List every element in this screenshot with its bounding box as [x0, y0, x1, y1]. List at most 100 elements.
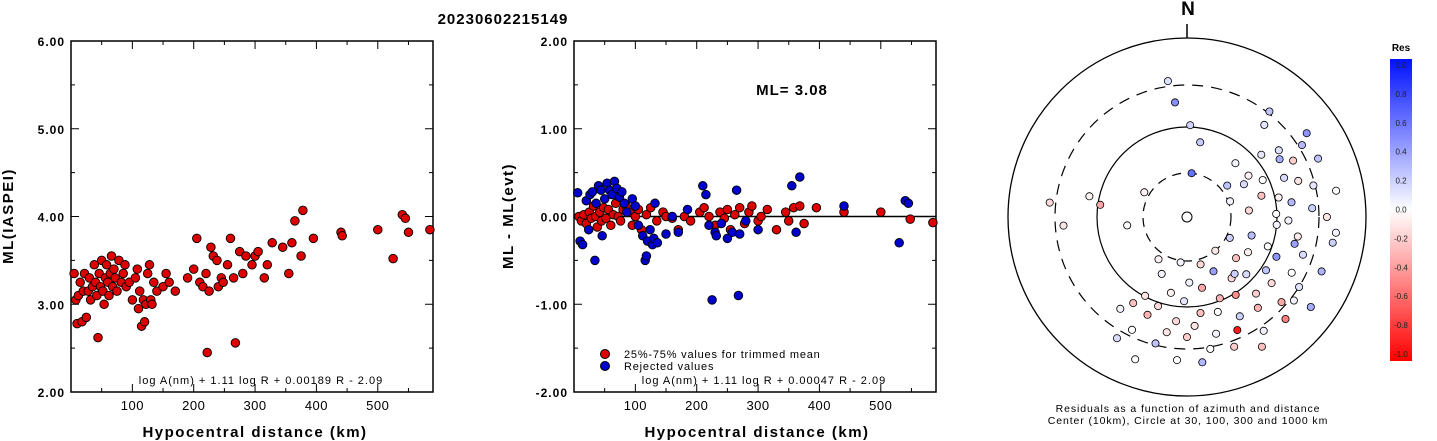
- accepted-residual-point: [762, 204, 773, 215]
- colorbar-tick-label: -0.2: [1394, 234, 1408, 243]
- station-residual-marker: [1180, 297, 1189, 306]
- ml-point: [147, 299, 157, 310]
- station-residual-marker: [1045, 198, 1054, 207]
- colorbar-tick-label: -1.0: [1394, 350, 1408, 359]
- station-residual-marker: [1267, 279, 1276, 288]
- rejected-residual-point: [596, 185, 606, 195]
- accepted-residual-point: [615, 216, 626, 226]
- rejected-residual-point: [661, 229, 671, 239]
- station-residual-marker: [1185, 278, 1194, 287]
- station-residual-marker: [1128, 325, 1137, 334]
- station-residual-marker: [1295, 282, 1304, 291]
- ml-point: [204, 286, 214, 296]
- ml-point: [104, 290, 114, 301]
- ml-point: [120, 260, 130, 270]
- rejected-residual-point: [650, 198, 660, 209]
- station-residual-marker: [1284, 216, 1293, 225]
- y-tick-label: 5.00: [38, 123, 65, 137]
- station-residual-marker: [1244, 171, 1253, 180]
- rejected-residual-point: [787, 181, 797, 191]
- station-residual-marker: [1163, 77, 1172, 86]
- station-residual-marker: [1262, 266, 1271, 275]
- accepted-residual-point: [699, 202, 709, 213]
- ring-1000km: [1007, 37, 1367, 397]
- station-residual-marker: [1186, 121, 1195, 130]
- station-residual-marker: [1212, 329, 1221, 338]
- colorbar-tick-label: 1.0: [1395, 61, 1407, 70]
- accepted-residual-point: [783, 216, 794, 226]
- ml-annotation: ML= 3.08: [756, 82, 828, 99]
- station-residual-marker: [1287, 268, 1296, 277]
- station-residual-marker: [1244, 206, 1253, 215]
- accepted-residual-point: [704, 211, 714, 222]
- colorbar-tick-label: 0.6: [1395, 119, 1407, 128]
- station-residual-marker: [1231, 290, 1240, 299]
- accepted-residual-point: [601, 213, 611, 224]
- station-residual-marker: [1233, 326, 1242, 335]
- station-residual-marker: [1059, 221, 1068, 230]
- x-tick-label: 100: [121, 398, 144, 413]
- station-residual-marker: [1113, 334, 1122, 343]
- station-residual-marker: [1265, 107, 1274, 116]
- ml-point: [133, 303, 144, 314]
- station-residual-marker: [1274, 193, 1283, 202]
- rejected-residual-point: [619, 198, 630, 209]
- ml-point: [127, 295, 138, 305]
- rejected-residual-point: [733, 290, 744, 301]
- colorbar-tick-label: -0.4: [1394, 263, 1408, 272]
- x-tick-label: 200: [182, 398, 205, 413]
- accepted-residual-point: [928, 217, 938, 228]
- rejected-residual-point: [617, 187, 627, 197]
- rejected-residual-point: [741, 216, 751, 226]
- station-residual-marker: [1213, 307, 1222, 316]
- rejected-residual-point: [839, 201, 849, 211]
- rejected-residual-point: [591, 198, 601, 209]
- ml-point: [130, 273, 141, 283]
- station-residual-marker: [1172, 317, 1181, 326]
- rejected-residual-point: [590, 255, 600, 266]
- station-residual-marker: [1196, 138, 1205, 147]
- station-residual-marker: [1253, 303, 1262, 312]
- legend-accepted-label: 25%-75% values for trimmed mean: [624, 349, 821, 361]
- accepted-residual-point: [747, 201, 757, 211]
- colorbar-ticks: 1.0 0.8 0.6 0.4 0.2 0.0 -0.2 -0.4 -0.6 -0.8 -1.0: [1394, 61, 1408, 359]
- ml-point: [253, 246, 263, 257]
- y-tick-label: -2.00: [536, 386, 568, 400]
- station-residual-marker: [1225, 233, 1234, 242]
- station-residual-marker: [1289, 156, 1298, 165]
- rejected-residual-point: [711, 231, 722, 241]
- station-residual-marker: [1154, 255, 1163, 264]
- station-residual-marker: [1141, 291, 1150, 300]
- x-axis-label: Hypocentral distance (km): [644, 424, 869, 441]
- ml-point: [106, 251, 117, 261]
- x-tick-label: 300: [746, 398, 769, 413]
- station-residual-marker: [1176, 258, 1185, 267]
- ml-point: [222, 260, 233, 270]
- ml-point: [277, 242, 288, 252]
- ml-point: [218, 277, 228, 288]
- ml-point: [337, 231, 347, 241]
- ring-30km: [1142, 172, 1232, 262]
- data-points: [69, 205, 435, 358]
- station-markers: [1045, 77, 1341, 367]
- y-tick-label: 6.00: [38, 35, 65, 49]
- ml-point: [99, 299, 109, 310]
- accepted-residual-point: [780, 207, 791, 217]
- plot-frame: [70, 40, 434, 393]
- station-residual-marker: [1298, 141, 1307, 150]
- station-residual-marker: [1183, 333, 1192, 342]
- station-residual-marker: [1226, 197, 1235, 206]
- station-residual-marker: [1209, 267, 1218, 276]
- legend-rejected-marker: [600, 361, 610, 371]
- station-residual-marker: [1242, 270, 1251, 279]
- x-tick-label: 300: [243, 398, 266, 413]
- colorbar-tick-label: 0.4: [1395, 148, 1407, 157]
- accepted-residual-point: [734, 202, 745, 213]
- rejected-residual-point: [716, 218, 727, 229]
- colorbar-tick-label: 0.8: [1395, 90, 1407, 99]
- ml-point: [89, 260, 100, 270]
- station-residual-marker: [1085, 192, 1094, 201]
- station-residual-marker: [1275, 155, 1284, 164]
- station-residual-marker: [1308, 204, 1317, 213]
- residual-colorbar: Res 1.0 0.8 0.6 0.4 0.2 0.0 -0.2 -0.4 -0.6 -0.8 -1…: [1390, 43, 1412, 361]
